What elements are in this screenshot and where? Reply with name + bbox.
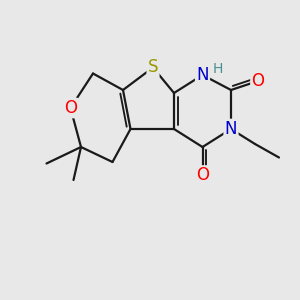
Text: H: H — [212, 62, 223, 76]
Text: S: S — [148, 58, 158, 76]
Text: N: N — [196, 66, 209, 84]
Text: O: O — [64, 99, 77, 117]
Text: O: O — [196, 167, 209, 184]
Text: O: O — [251, 72, 265, 90]
Text: N: N — [225, 120, 237, 138]
